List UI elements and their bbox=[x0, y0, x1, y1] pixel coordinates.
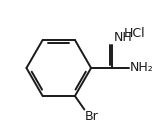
Text: HCl: HCl bbox=[123, 27, 145, 39]
Text: NH: NH bbox=[114, 31, 132, 44]
Text: NH₂: NH₂ bbox=[130, 61, 154, 75]
Text: Br: Br bbox=[85, 110, 99, 123]
